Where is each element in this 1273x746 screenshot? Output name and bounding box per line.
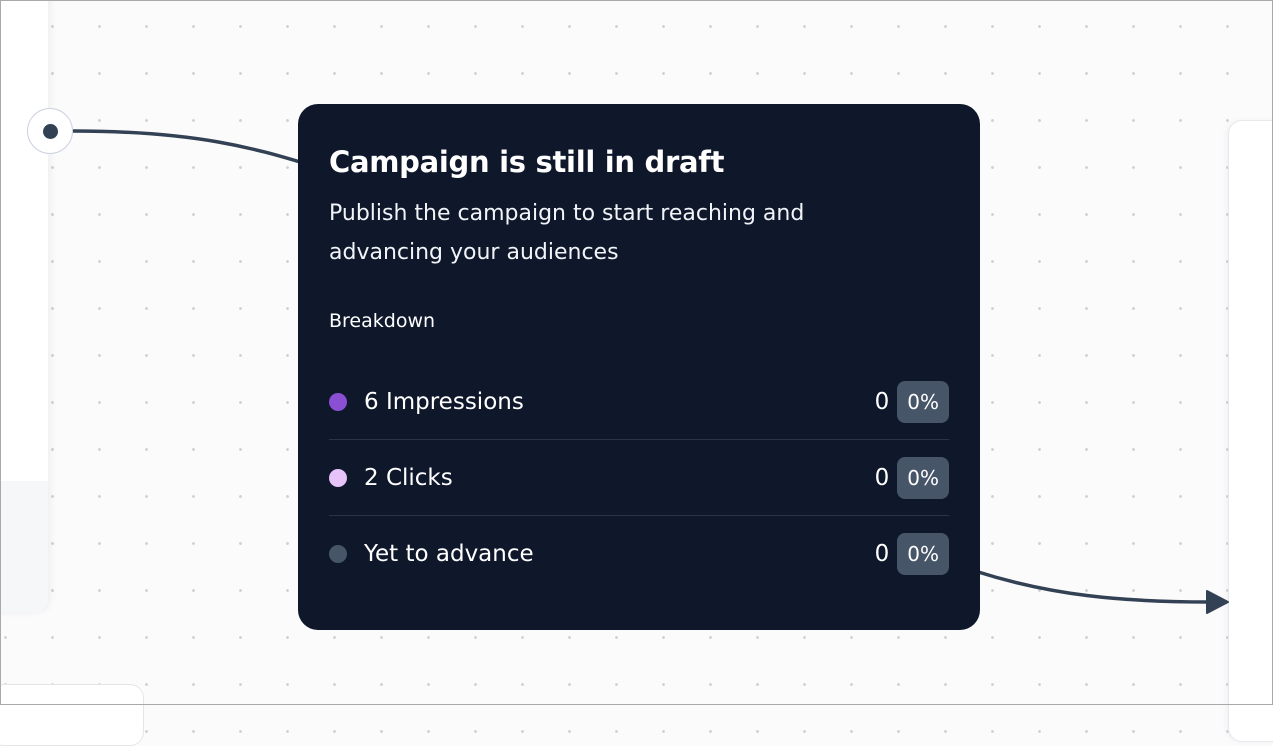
campaign-draft-tooltip: Campaign is still in draft Publish the c… (298, 104, 980, 630)
breakdown-count: 0 (874, 388, 890, 415)
incoming-edge[interactable] (72, 129, 311, 167)
yet-to-advance-dot-icon (329, 544, 347, 563)
outgoing-edge[interactable] (974, 569, 1211, 604)
clicks-dot-icon (329, 468, 347, 487)
tooltip-title: Campaign is still in draft (329, 145, 725, 179)
breakdown-label: Yet to advance (364, 540, 534, 567)
target-node-card[interactable] (1228, 120, 1273, 742)
breakdown-heading: Breakdown (329, 310, 436, 332)
breakdown-count: 0 (874, 540, 890, 567)
breakdown-label: 6 Impressions (364, 388, 524, 415)
breakdown-percent-badge: 0% (897, 456, 949, 499)
source-node-card[interactable] (0, 0, 48, 612)
breakdown-row-clicks: 2 Clicks 0 0% (329, 440, 949, 516)
breakdown-count: 0 (874, 464, 890, 491)
breakdown-row-impressions: 6 Impressions 0 0% (329, 364, 949, 440)
breakdown-label: 2 Clicks (364, 464, 453, 491)
impressions-dot-icon (329, 392, 347, 411)
arrowhead-icon (1206, 590, 1229, 614)
breakdown-row-yet-to-advance: Yet to advance 0 0% (329, 516, 949, 591)
breakdown-percent-badge: 0% (897, 532, 949, 575)
source-node-footer (0, 481, 48, 612)
edges-layer (72, 129, 1229, 614)
breakdown-list: 6 Impressions 0 0% 2 Clicks 0 0% Yet to … (329, 364, 949, 591)
breakdown-percent-badge: 0% (897, 380, 949, 423)
connection-handle[interactable] (27, 108, 73, 154)
tooltip-description: Publish the campaign to start reaching a… (329, 201, 805, 265)
